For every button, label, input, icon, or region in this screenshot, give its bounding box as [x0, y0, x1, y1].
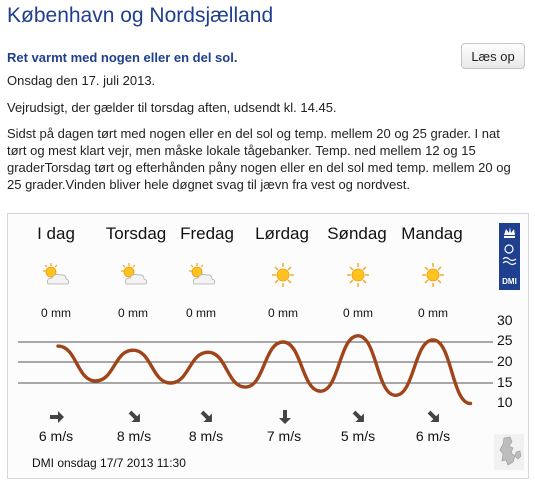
y-tick-label: 30: [497, 312, 513, 328]
sun-cloud-icon: [121, 263, 148, 285]
read-aloud-button[interactable]: Læs op: [461, 43, 525, 69]
wind-direction-icon: [352, 410, 364, 422]
wind-speed: 5 m/s: [340, 428, 376, 444]
y-tick-label: 25: [497, 332, 513, 348]
sun-icon: [272, 263, 294, 287]
forecast-headline: Ret varmt med nogen eller en del sol.: [7, 50, 238, 65]
temperature-series-line: [56, 334, 473, 406]
sun-cloud-icon: [189, 263, 216, 285]
wind-direction-icon: [427, 410, 439, 422]
y-tick-label: 10: [497, 394, 513, 410]
wind-speed: 6 m/s: [415, 428, 451, 444]
forecast-date: Onsdag den 17. juli 2013.: [7, 73, 156, 88]
precipitation-value: 0 mm: [268, 306, 298, 320]
issue-timestamp: DMI onsdag 17/7 2013 11:30: [32, 456, 186, 470]
forecast-text: Sidst på dagen tørt med nogen eller en d…: [7, 126, 511, 192]
wind-direction-icon: [200, 410, 212, 422]
day-label: Fredag: [180, 224, 234, 243]
precipitation-value: 0 mm: [41, 306, 71, 320]
y-tick-label: 15: [497, 374, 513, 390]
page-title: København og Nordsjælland: [7, 4, 274, 27]
day-label: I dag: [37, 224, 75, 243]
denmark-map-icon[interactable]: [494, 434, 524, 470]
wind-direction-icon: [279, 410, 291, 424]
day-label: Lørdag: [255, 224, 309, 243]
precipitation-value: 0 mm: [418, 306, 448, 320]
y-tick-label: 20: [497, 353, 513, 369]
day-label: Torsdag: [105, 224, 167, 243]
day-label: Mandag: [401, 224, 463, 243]
wind-speed: 8 m/s: [188, 428, 224, 444]
precipitation-value: 0 mm: [343, 306, 373, 320]
wind-speed: 8 m/s: [116, 428, 152, 444]
crown-icon: [502, 227, 517, 266]
wind-direction-icon: [128, 410, 140, 422]
wind-speed: 6 m/s: [38, 428, 74, 444]
precipitation-value: 0 mm: [186, 306, 216, 320]
temperature-chart: [18, 334, 493, 406]
dmi-label: DMI: [502, 277, 517, 286]
wind-speed: 7 m/s: [266, 428, 302, 444]
sun-icon: [422, 263, 444, 287]
forecast-issued: Vejrudsigt, der gælder til torsdag aften…: [7, 100, 337, 115]
precipitation-value: 0 mm: [118, 306, 148, 320]
day-label: Søndag: [327, 224, 387, 243]
dmi-logo: DMI: [499, 223, 520, 290]
sun-cloud-icon: [43, 263, 70, 285]
sun-icon: [347, 263, 369, 287]
wind-direction-icon: [50, 411, 64, 423]
